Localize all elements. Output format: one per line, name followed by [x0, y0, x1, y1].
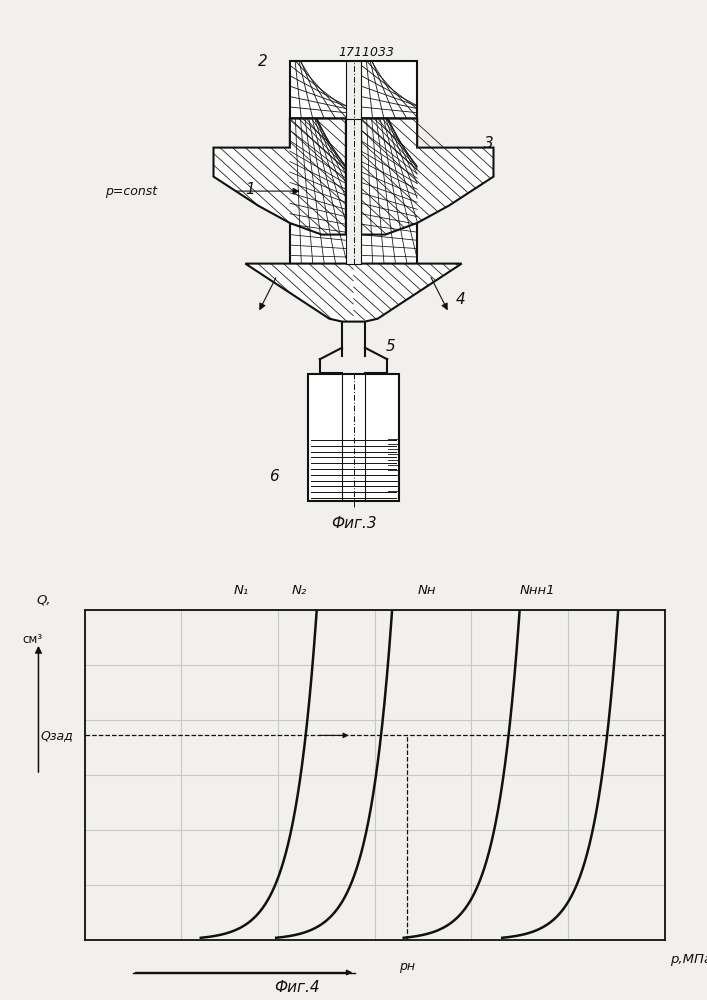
Bar [308, 374, 399, 501]
Text: 2: 2 [258, 54, 268, 69]
Bar [290, 61, 417, 119]
Bar [346, 119, 361, 264]
Text: Фиг.3: Фиг.3 [331, 516, 376, 530]
Text: 1: 1 [245, 182, 255, 197]
Text: р=const: р=const [105, 185, 158, 198]
Text: Фиг.4: Фиг.4 [274, 980, 320, 995]
Text: р,МПа: р,МПа [670, 953, 707, 966]
Text: 5: 5 [385, 339, 395, 354]
Text: Qзад: Qзад [40, 729, 74, 742]
Polygon shape [245, 264, 462, 322]
Bar [346, 61, 361, 119]
Text: рн: рн [399, 960, 414, 973]
Polygon shape [214, 119, 346, 235]
Text: 4: 4 [455, 292, 465, 307]
Text: cм³: cм³ [23, 633, 42, 646]
Text: Nнн1: Nнн1 [519, 584, 555, 597]
Text: N₂: N₂ [292, 584, 307, 597]
Text: Q,: Q, [37, 594, 52, 607]
Text: 3: 3 [484, 136, 493, 151]
Bar [290, 119, 417, 264]
Text: Nн: Nн [418, 584, 436, 597]
Text: N₁: N₁ [234, 584, 249, 597]
Text: 1711033: 1711033 [338, 46, 395, 59]
Polygon shape [361, 119, 493, 235]
Text: 6: 6 [269, 469, 279, 484]
